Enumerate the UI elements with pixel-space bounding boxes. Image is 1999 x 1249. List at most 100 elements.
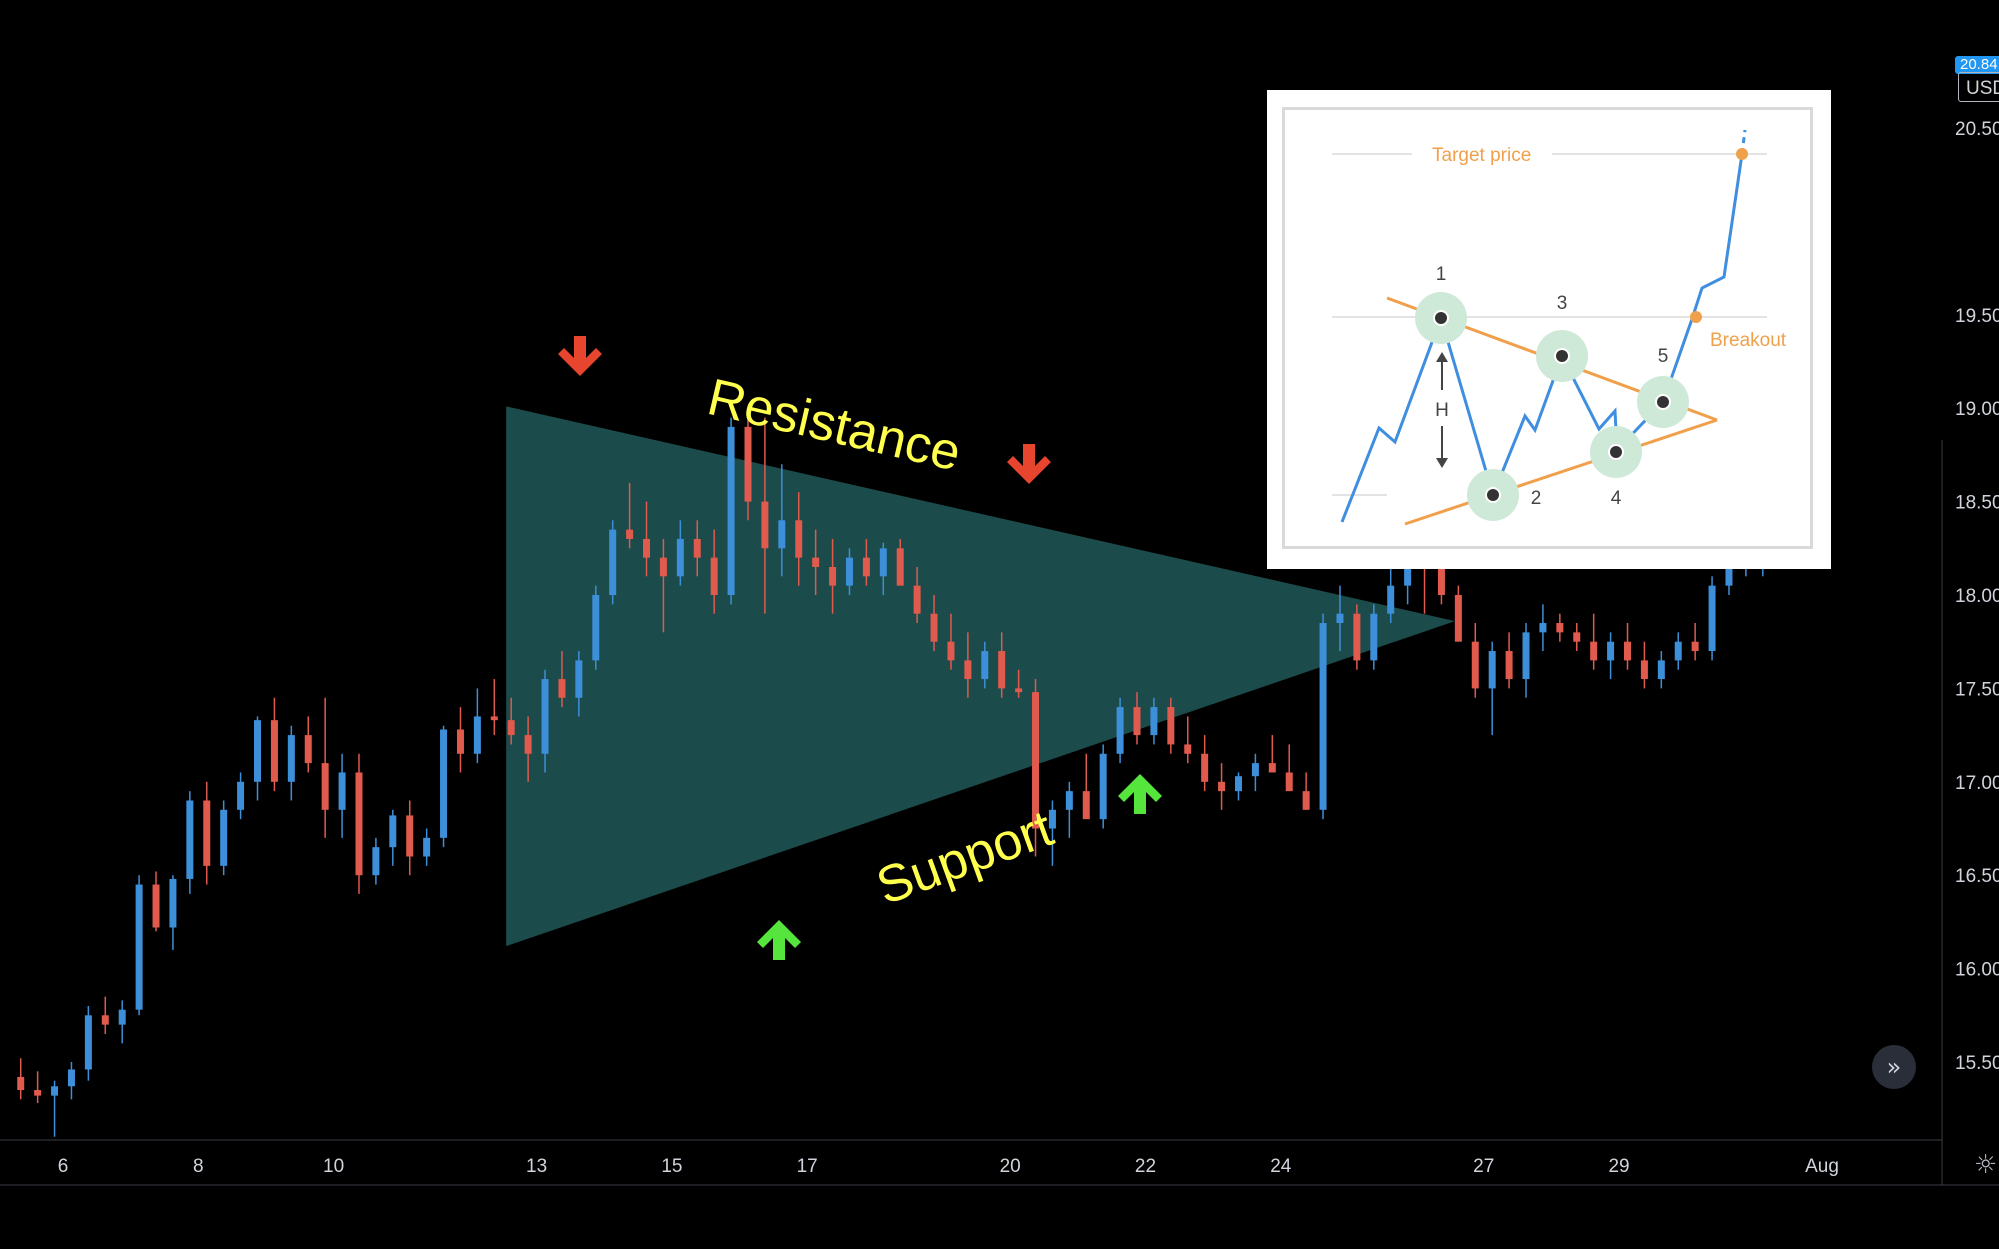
candle [1708,576,1716,661]
candle-body [1437,557,1445,595]
candle [1505,632,1513,689]
candle-body [237,781,245,810]
candle-body [626,529,634,539]
candle-body [1184,744,1192,754]
candle [1302,772,1310,810]
candle [389,809,397,866]
candle [1150,697,1158,745]
candle-body [1319,623,1327,810]
candle [964,632,972,698]
candle-body [1387,585,1395,614]
candle-body [254,720,262,782]
candle-body [355,772,363,876]
candle [913,566,921,624]
settings-gear-icon[interactable]: ☼ [1974,1150,1998,1180]
candle [626,482,634,549]
candle [1556,613,1564,642]
candle [1116,697,1124,764]
candle-body [1251,763,1259,777]
x-tick-label: 17 [797,1156,818,1177]
currency-badge[interactable]: USD [1958,72,1999,102]
x-tick-label: 29 [1608,1156,1629,1177]
candle-body [270,720,278,782]
candle-body [456,729,464,754]
candle-body [203,800,211,866]
candle [575,651,583,717]
height-label: H [1435,400,1449,421]
candle [1539,604,1547,652]
candle-body [558,679,566,698]
candle-body [423,837,431,857]
pivot-number-label: 1 [1436,264,1447,285]
candle-body [1048,809,1056,829]
candle [558,651,566,708]
scroll-forward-button[interactable]: » [1872,1045,1916,1089]
candle-body [592,595,600,661]
candle [1082,753,1090,820]
candle [355,753,363,894]
candle [676,520,684,586]
candle [1691,623,1699,661]
candle-body [67,1069,75,1087]
candle-body [1607,641,1615,661]
candle [440,725,448,848]
candle-body [1370,613,1378,661]
candle-body [1623,641,1631,661]
x-tick-label: 10 [323,1156,344,1177]
candle-body [1015,688,1023,693]
y-tick-label: 17.00 [1955,773,1999,794]
candle-body [744,426,752,502]
candle-body [1336,613,1344,624]
x-tick-label: 20 [1000,1156,1021,1177]
candle [270,697,278,792]
candle-body [1353,613,1361,661]
candle-body [879,548,887,577]
candle-body [710,557,718,595]
candle [1522,623,1530,698]
candle-body [473,716,481,754]
candle [1048,800,1056,866]
candle-body [321,763,329,810]
candle [67,1062,75,1100]
candle-body [643,538,651,558]
candle-body [1065,791,1073,810]
candle [101,996,109,1034]
pivot-number-label: 5 [1658,346,1669,367]
pattern-inset: Target price 1 2 3 4 5 H Breakout [1267,90,1831,569]
candle [1471,623,1479,698]
candle [186,791,194,894]
candle-body [1285,772,1293,792]
candle-body [1234,776,1242,792]
candle [372,837,380,885]
candle [592,585,600,670]
candle-body [34,1090,42,1096]
candle-body [845,557,853,586]
candle-body [1708,585,1716,652]
candle-body [135,884,143,1010]
pivot-dot [1554,348,1570,364]
candle-body [101,1015,109,1025]
x-tick-label: 15 [661,1156,682,1177]
candle-body [1573,632,1581,642]
candle [930,595,938,652]
candle-body [440,729,448,838]
candle-body [169,878,177,928]
candle-body [575,660,583,698]
candle [845,548,853,595]
candle-body [1167,707,1175,745]
candle [321,697,329,838]
pivot-dot [1608,444,1624,460]
candle-body [1505,651,1513,680]
candle-body [778,520,786,549]
candle-body [1522,632,1530,680]
y-tick-label: 16.50 [1955,866,1999,887]
candle-body [287,735,295,782]
candle [981,641,989,689]
candle [423,828,431,866]
candle [338,753,346,838]
candle [1353,604,1361,670]
candle-body [795,520,803,558]
x-tick-label: 24 [1270,1156,1292,1177]
target-dot [1736,148,1748,160]
